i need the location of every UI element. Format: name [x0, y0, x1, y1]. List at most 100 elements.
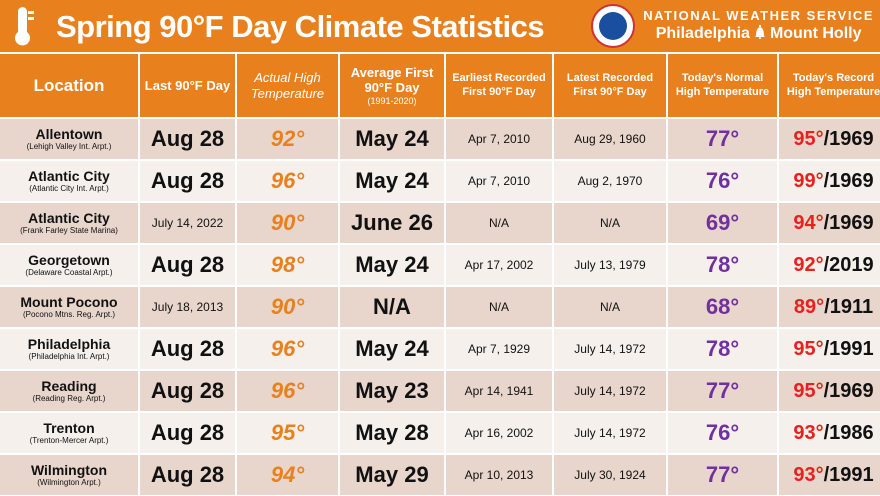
- record-high: 95°/1991: [793, 337, 874, 360]
- record-high: 89°/1911: [793, 295, 874, 318]
- table-cell: 95°: [237, 413, 338, 453]
- table-cell: June 26: [340, 203, 444, 243]
- record-high: 94°/1969: [793, 211, 874, 234]
- earliest-first-90-day: Apr 14, 1941: [464, 384, 534, 398]
- column-header-label: Latest Recorded First 90°F Day: [566, 72, 654, 98]
- table-cell: Mount Pocono (Pocono Mtns. Reg. Arpt.): [0, 287, 138, 327]
- column-header-note: (1991-2020): [367, 95, 417, 106]
- table-cell: 69°: [668, 203, 777, 243]
- average-first-90-day: N/A: [373, 294, 411, 319]
- normal-high: 78°: [705, 336, 740, 361]
- table-cell: May 24: [340, 119, 444, 159]
- average-first-90-day: May 28: [355, 420, 429, 445]
- latest-first-90-day: July 14, 1972: [574, 426, 646, 440]
- location-name: Atlantic City: [28, 168, 110, 184]
- table-cell: 95°/1991: [779, 329, 880, 369]
- table-cell: 96°: [237, 371, 338, 411]
- table-cell: Aug 28: [140, 161, 235, 201]
- earliest-first-90-day: Apr 7, 1929: [467, 342, 531, 356]
- table-cell: N/A: [446, 203, 552, 243]
- office-name: Philadelphia Mount Holly: [655, 25, 862, 42]
- nws-office-block: NATIONAL WEATHER SERVICE Philadelphia Mou…: [643, 8, 874, 44]
- table-cell: 77°: [668, 455, 777, 495]
- table-cell: Apr 17, 2002: [446, 245, 552, 285]
- last-90-day: Aug 28: [150, 420, 225, 445]
- record-high: 95°/1969: [793, 127, 874, 150]
- normal-high: 77°: [705, 462, 740, 487]
- location-name: Reading: [41, 378, 97, 394]
- average-first-90-day: May 24: [355, 168, 429, 193]
- table-cell: 98°: [237, 245, 338, 285]
- normal-high: 76°: [705, 168, 740, 193]
- table-cell: Philadelphia (Philadelphia Int. Arpt.): [0, 329, 138, 369]
- table-cell: May 28: [340, 413, 444, 453]
- table-cell: 90°: [237, 287, 338, 327]
- actual-high: 96°: [270, 168, 305, 193]
- location-site: (Lehigh Valley Int. Arpt.): [26, 142, 112, 151]
- location-site: (Pocono Mtns. Reg. Arpt.): [22, 310, 116, 319]
- earliest-first-90-day: N/A: [488, 216, 509, 230]
- latest-first-90-day: N/A: [599, 216, 620, 230]
- table-cell: 78°: [668, 245, 777, 285]
- table-cell: Aug 28: [140, 371, 235, 411]
- location-site: (Wilmington Arpt.): [37, 478, 101, 487]
- earliest-first-90-day: Apr 16, 2002: [464, 426, 534, 440]
- title-banner: Spring 90°F Day Climate Statistics NATIO…: [0, 0, 880, 52]
- last-90-day: July 14, 2022: [151, 216, 224, 230]
- earliest-first-90-day: N/A: [488, 300, 509, 314]
- column-header: Latest Recorded First 90°F Day: [554, 54, 666, 117]
- table-cell: 76°: [668, 161, 777, 201]
- table-cell: Apr 7, 2010: [446, 161, 552, 201]
- location-name: Allentown: [35, 126, 103, 142]
- table-cell: N/A: [554, 203, 666, 243]
- thermometer-icon: [15, 7, 34, 46]
- location-name: Wilmington: [30, 462, 108, 478]
- table-cell: Apr 7, 2010: [446, 119, 552, 159]
- table-cell: Trenton (Trenton-Mercer Arpt.): [0, 413, 138, 453]
- normal-high: 76°: [705, 420, 740, 445]
- table-cell: Aug 28: [140, 329, 235, 369]
- latest-first-90-day: July 14, 1972: [574, 342, 646, 356]
- table-cell: 95°/1969: [779, 119, 880, 159]
- actual-high: 98°: [270, 252, 305, 277]
- column-header-label: Average First 90°F Day: [350, 64, 434, 96]
- page-title: Spring 90°F Day Climate Statistics: [56, 8, 545, 44]
- location-name: Atlantic City: [28, 210, 110, 226]
- latest-first-90-day: July 13, 1979: [574, 258, 646, 272]
- table-cell: 68°: [668, 287, 777, 327]
- record-high: 95°/1969: [793, 379, 874, 402]
- table-cell: 94°: [237, 455, 338, 495]
- column-header: Average First 90°F Day (1991-2020): [340, 54, 444, 117]
- location-name: Philadelphia: [27, 336, 111, 352]
- table-cell: Reading (Reading Reg. Arpt.): [0, 371, 138, 411]
- table-cell: May 24: [340, 329, 444, 369]
- last-90-day: Aug 28: [150, 126, 225, 151]
- table-cell: 92°/2019: [779, 245, 880, 285]
- record-high: 93°/1986: [793, 421, 874, 444]
- table-cell: Apr 10, 2013: [446, 455, 552, 495]
- earliest-first-90-day: Apr 7, 2010: [467, 174, 531, 188]
- normal-high: 78°: [705, 252, 740, 277]
- table-cell: Aug 29, 1960: [554, 119, 666, 159]
- earliest-first-90-day: Apr 17, 2002: [464, 258, 534, 272]
- last-90-day: July 18, 2013: [151, 300, 224, 314]
- table-cell: July 14, 1972: [554, 413, 666, 453]
- table-cell: Allentown (Lehigh Valley Int. Arpt.): [0, 119, 138, 159]
- column-header: Actual High Temperature: [237, 54, 338, 117]
- table-cell: N/A: [446, 287, 552, 327]
- location-site: (Trenton-Mercer Arpt.): [29, 436, 109, 445]
- location-name: Georgetown: [28, 252, 110, 268]
- table-cell: May 24: [340, 161, 444, 201]
- table-cell: 77°: [668, 371, 777, 411]
- table-cell: Georgetown (Delaware Coastal Arpt.): [0, 245, 138, 285]
- column-header: Last 90°F Day: [140, 54, 235, 117]
- table-cell: 99°/1969: [779, 161, 880, 201]
- table-cell: Aug 28: [140, 119, 235, 159]
- column-header-label: Last 90°F Day: [144, 77, 231, 93]
- average-first-90-day: May 24: [355, 126, 429, 151]
- location-site: (Delaware Coastal Arpt.): [25, 268, 113, 277]
- latest-first-90-day: July 14, 1972: [574, 384, 646, 398]
- actual-high: 90°: [270, 294, 305, 319]
- table-cell: 77°: [668, 119, 777, 159]
- average-first-90-day: May 23: [355, 378, 429, 403]
